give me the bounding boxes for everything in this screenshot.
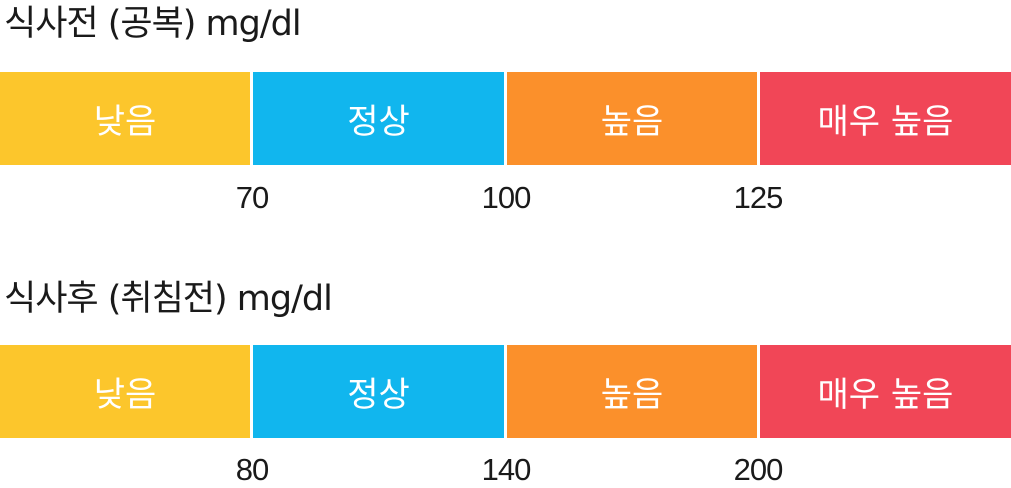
fasting-normal-segment: 정상: [253, 72, 504, 165]
after-meal-high-segment: 높음: [507, 345, 757, 438]
after-meal-threshold-3: 200: [733, 452, 784, 487]
after-meal-section-title: 식사후 (취침전) mg/dl: [4, 279, 333, 319]
fasting-range-bar: 낮음 정상 높음 매우 높음: [0, 72, 1011, 165]
fasting-threshold-2: 100: [481, 180, 532, 215]
after-meal-range-bar: 낮음 정상 높음 매우 높음: [0, 345, 1011, 438]
after-meal-threshold-2: 140: [481, 452, 532, 487]
fasting-threshold-1: 70: [235, 180, 269, 215]
fasting-section-title: 식사전 (공복) mg/dl: [4, 4, 302, 44]
fasting-very-high-segment: 매우 높음: [760, 72, 1011, 165]
after-meal-threshold-1: 80: [235, 452, 269, 487]
after-meal-very-high-segment: 매우 높음: [760, 345, 1011, 438]
fasting-high-segment: 높음: [507, 72, 757, 165]
after-meal-normal-segment: 정상: [253, 345, 504, 438]
after-meal-low-segment: 낮음: [0, 345, 250, 438]
fasting-threshold-3: 125: [733, 180, 784, 215]
fasting-low-segment: 낮음: [0, 72, 250, 165]
